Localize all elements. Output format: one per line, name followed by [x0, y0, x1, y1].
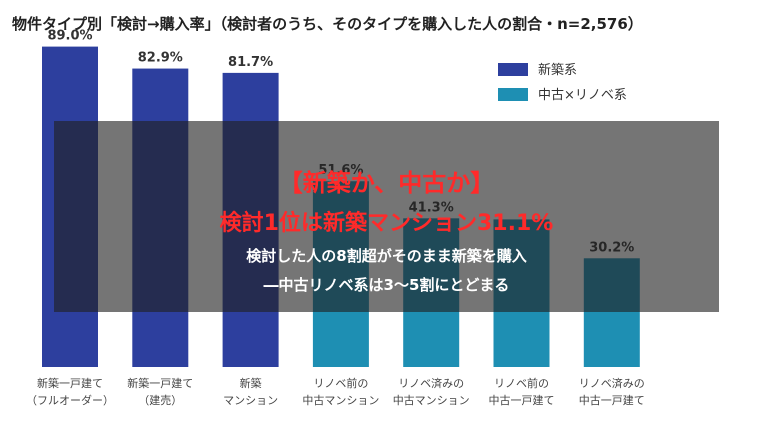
overlay-subline-1: 検討した人の8割超がそのまま新築を購入 — [246, 247, 527, 265]
category-label-4-0: リノベ済みの — [398, 376, 464, 390]
category-label-3-1: 中古マンション — [302, 394, 379, 407]
category-label-3-0: リノベ前の — [313, 376, 368, 390]
chart-title: 物件タイプ別「検討→購入率」（検討者のうち、そのタイプを購入した人の割合・n=2… — [12, 15, 643, 33]
legend-label-1: 中古×リノベ系 — [538, 88, 627, 103]
category-label-6-0: リノベ済みの — [579, 376, 645, 390]
overlay-heading: 【新築か、中古か】 — [278, 169, 495, 197]
legend-swatch-1 — [498, 88, 528, 101]
category-label-0-1: （フルオーダー） — [26, 393, 114, 407]
headline-overlay: 【新築か、中古か】 検討1位は新築マンション31.1% 検討した人の8割超がその… — [54, 121, 719, 312]
value-label-2: 81.7% — [228, 55, 273, 70]
category-label-5-0: リノベ前の — [494, 376, 549, 390]
overlay-headline: 検討1位は新築マンション31.1% — [219, 211, 554, 236]
category-label-0-0: 新築一戸建て — [37, 376, 103, 390]
category-label-2-0: 新築 — [240, 376, 262, 390]
category-label-1-0: 新築一戸建て — [127, 376, 193, 390]
legend-label-0: 新築系 — [538, 62, 577, 78]
category-label-4-1: 中古マンション — [393, 394, 470, 407]
category-label-5-1: 中古一戸建て — [489, 393, 555, 407]
category-label-6-1: 中古一戸建て — [579, 393, 645, 407]
overlay-subline-2: ―中古リノベ系は3〜5割にとどまる — [263, 276, 510, 294]
legend-swatch-0 — [498, 63, 528, 76]
value-label-0: 89.0% — [47, 29, 92, 44]
category-label-2-1: マンション — [223, 394, 278, 407]
category-label-1-1: （建売） — [138, 393, 182, 407]
category-labels-group: 新築一戸建て （フルオーダー） 新築一戸建て （建売） 新築マンション リノベ前の中古マン… — [26, 376, 645, 407]
value-label-1: 82.9% — [138, 51, 183, 66]
